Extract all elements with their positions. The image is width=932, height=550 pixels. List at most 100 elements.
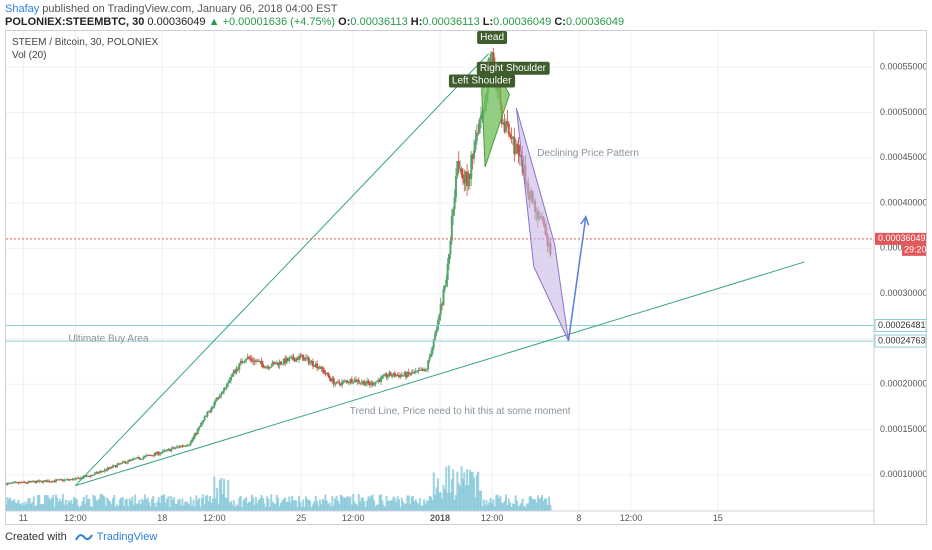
candle-body — [393, 372, 396, 377]
volume-bar — [334, 498, 337, 511]
candle-body — [156, 451, 159, 455]
volume-bar — [246, 503, 249, 511]
candle-body — [367, 380, 370, 384]
declining-wedge — [515, 107, 569, 341]
volume-bar — [243, 498, 246, 511]
volume-bar — [361, 497, 364, 511]
up-triangle-icon: ▲ — [208, 16, 220, 28]
candle-body — [148, 454, 151, 456]
volume-bar — [170, 495, 173, 511]
volume-bar — [88, 498, 91, 511]
volume-bar — [366, 500, 369, 511]
trend-line — [75, 261, 805, 487]
candle-body — [321, 366, 324, 370]
volume-bar — [278, 506, 281, 511]
candle-body — [407, 371, 410, 374]
volume-bar — [150, 498, 153, 511]
volume-bar — [61, 493, 64, 511]
volume-bar — [84, 504, 87, 511]
volume-bar — [209, 496, 212, 511]
x-tick-label: 18 — [157, 513, 167, 523]
candle-body — [50, 481, 53, 483]
candle-body — [160, 452, 163, 454]
volume-bar — [24, 501, 27, 511]
volume-bar — [291, 496, 294, 511]
close-value: 0.00036049 — [565, 16, 625, 28]
x-tick-label: 8 — [576, 513, 581, 523]
volume-bar — [484, 504, 487, 511]
published-text: published on TradingView.com, January 06… — [39, 3, 338, 15]
volume-bar — [252, 497, 255, 511]
close-label: C: — [554, 16, 566, 28]
candle-body — [228, 380, 231, 383]
candle-body — [202, 420, 205, 423]
candle-body — [186, 445, 189, 447]
volume-bar — [520, 503, 523, 511]
candle-body — [374, 381, 377, 385]
volume-bar — [100, 494, 103, 511]
volume-bar — [302, 499, 305, 511]
volume-bar — [185, 501, 188, 511]
volume-bar — [250, 494, 253, 511]
candle-body — [384, 373, 387, 375]
candle-body — [175, 446, 178, 448]
volume-bar — [253, 504, 256, 511]
candle-body — [293, 359, 296, 362]
candle-body — [366, 380, 369, 384]
candle-body — [117, 463, 120, 465]
candle-body — [93, 473, 96, 475]
volume-bar — [503, 500, 506, 511]
candle-body — [316, 363, 319, 369]
volume-bar — [427, 501, 430, 511]
volume-bar — [417, 504, 420, 511]
candle-body — [309, 361, 312, 364]
tradingview-brand-link[interactable]: TradingView — [96, 531, 158, 543]
volume-bar — [6, 497, 9, 511]
x-tick-label: 11 — [19, 513, 28, 523]
volume-bar — [517, 506, 520, 511]
volume-bar — [271, 501, 274, 511]
author-link[interactable]: Shafay — [5, 3, 40, 15]
candle-body — [167, 449, 170, 451]
candle-body — [114, 465, 117, 468]
volume-bar — [274, 504, 277, 511]
volume-bar — [356, 505, 359, 511]
volume-bar — [284, 497, 287, 511]
volume-bar — [56, 497, 59, 511]
volume-bar — [152, 496, 155, 511]
volume-bar — [188, 504, 191, 511]
level-badge-border — [874, 334, 926, 348]
candle-body — [6, 483, 9, 486]
volume-bar — [117, 505, 120, 511]
volume-bar — [282, 498, 285, 511]
candle-body — [214, 400, 217, 403]
candle-body — [77, 477, 80, 479]
volume-bar — [238, 497, 241, 511]
candle-body — [311, 361, 314, 366]
volume-bar — [216, 487, 219, 511]
volume-bar — [443, 489, 446, 511]
footer: Created with TradingView — [5, 531, 157, 543]
candle-body — [125, 462, 128, 464]
candle-body — [346, 380, 349, 383]
candle-body — [307, 357, 310, 364]
candle-body — [348, 382, 351, 384]
candle-body — [139, 458, 142, 460]
candle-body — [492, 52, 495, 68]
candle-body — [460, 168, 463, 175]
candle-body — [191, 439, 194, 442]
candle-body — [173, 447, 176, 449]
candle-body — [343, 380, 346, 382]
volume-bar — [227, 479, 230, 511]
candle-body — [73, 478, 76, 481]
candle-body — [468, 173, 471, 179]
volume-bar — [428, 495, 431, 511]
volume-bar — [542, 500, 545, 511]
volume-bar — [206, 494, 209, 511]
x-tick-label: 2018 — [430, 513, 450, 523]
candle-body — [314, 363, 317, 367]
volume-bar — [293, 500, 296, 511]
candle-body — [298, 355, 301, 360]
candle-body — [503, 122, 506, 132]
